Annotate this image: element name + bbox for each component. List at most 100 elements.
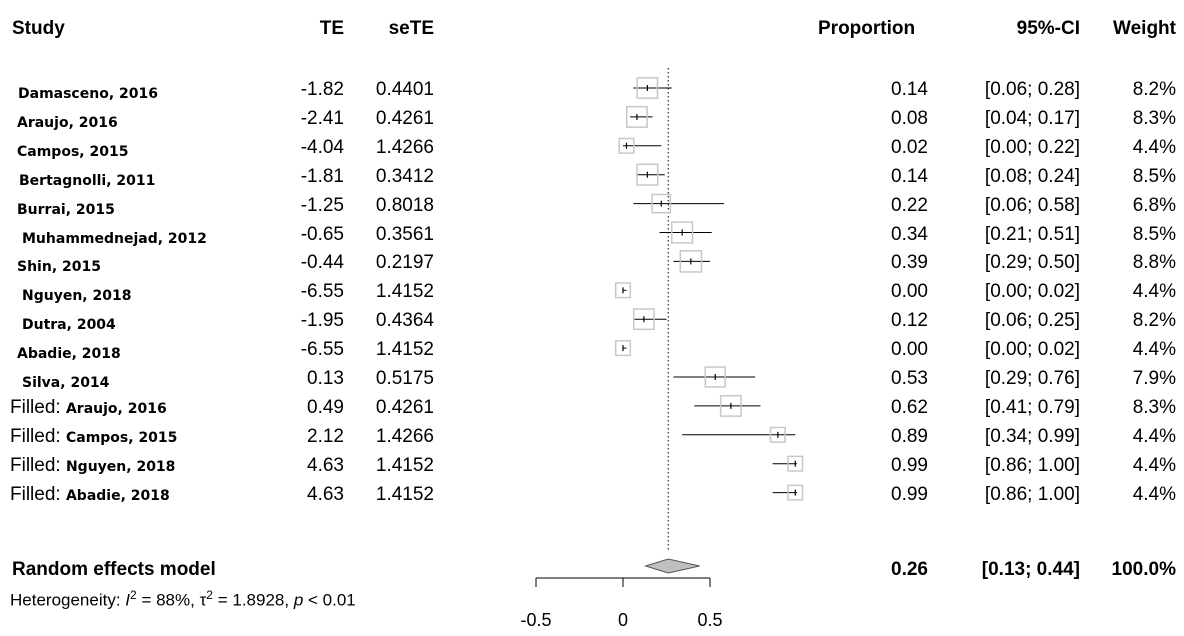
study-name: Burrai, 2015: [17, 201, 115, 218]
study-name-cell: Filled: Campos, 2015: [10, 427, 177, 446]
proportion-value: 0.22: [891, 194, 928, 216]
study-box: [651, 193, 672, 214]
study-name: Campos, 2015: [17, 143, 129, 160]
p-value: < 0.01: [303, 590, 356, 610]
sete-value: 0.3561: [375, 223, 434, 245]
te-value: -1.25: [300, 194, 344, 216]
ci-value: [0.04; 0.17]: [984, 107, 1080, 129]
te-value: -0.44: [300, 252, 344, 274]
te-value: -1.81: [300, 165, 344, 187]
x-tick-label: 0: [618, 610, 628, 630]
sete-value: 0.3412: [375, 165, 434, 187]
weight-value: 4.4%: [1132, 425, 1176, 447]
header-sete: seTE: [388, 18, 434, 39]
weight-value: 4.4%: [1132, 454, 1176, 476]
study-name: Abadie, 2018: [65, 487, 170, 504]
te-value: 2.12: [307, 425, 344, 447]
heterogeneity-label: Heterogeneity:: [10, 590, 126, 610]
ci-value: [0.34; 0.99]: [984, 425, 1080, 447]
proportion-value: 0.00: [891, 281, 928, 303]
p-symbol: p: [293, 590, 304, 610]
study-box: [636, 77, 659, 99]
study-name: Araujo, 2016: [17, 114, 118, 131]
study-box: [636, 163, 659, 186]
study-name-cell: Shin, 2015: [17, 256, 101, 275]
te-value: -6.55: [300, 281, 344, 303]
weight-value: 8.3%: [1132, 396, 1176, 418]
study-box: [614, 282, 632, 299]
tau2-symbol: τ: [199, 590, 207, 610]
study-name-cell: Burrai, 2015: [17, 199, 115, 218]
study-name: Damasceno, 2016: [18, 86, 158, 102]
study-name-cell: Filled: Araujo, 2016: [10, 398, 167, 417]
study-box: [614, 340, 632, 357]
study-name: Muhammednejad, 2012: [22, 230, 207, 247]
weight-value: 8.3%: [1132, 107, 1176, 129]
summary-diamond: [643, 558, 700, 574]
header-study: Study: [12, 18, 65, 39]
study-name: Dutra, 2004: [22, 317, 116, 334]
te-value: -4.04: [300, 136, 344, 158]
sete-value: 1.4152: [375, 281, 434, 303]
study-name-cell: Dutra, 2004: [22, 314, 116, 333]
weight-value: 4.4%: [1132, 281, 1176, 303]
summary-proportion: 0.26: [891, 559, 928, 580]
proportion-value: 0.89: [891, 425, 928, 447]
study-name-cell: Silva, 2014: [22, 372, 109, 391]
study-box: [769, 426, 786, 443]
ci-value: [0.41; 0.79]: [984, 396, 1080, 418]
summary-ci: [0.13; 0.44]: [981, 559, 1080, 580]
proportion-value: 0.62: [891, 396, 928, 418]
filled-prefix: Filled:: [10, 425, 66, 447]
study-name: Araujo, 2016: [65, 400, 167, 417]
weight-value: 8.5%: [1132, 165, 1176, 187]
filled-prefix: Filled:: [10, 396, 66, 418]
sete-value: 0.4401: [375, 79, 434, 100]
study-name: Nguyen, 2018: [22, 288, 132, 305]
weight-value: 4.4%: [1132, 136, 1176, 158]
weight-value: 8.8%: [1132, 252, 1176, 274]
ci-value: [0.00; 0.02]: [984, 281, 1080, 303]
study-name: Shin, 2015: [17, 259, 101, 276]
study-box: [625, 105, 648, 128]
weight-value: 6.8%: [1132, 194, 1176, 216]
proportion-value: 0.53: [891, 368, 928, 389]
sete-value: 0.5175: [375, 368, 434, 389]
x-tick-label: -0.5: [520, 610, 551, 630]
study-name-cell: Abadie, 2018: [17, 343, 121, 362]
proportion-value: 0.08: [891, 107, 928, 129]
header-weight: Weight: [1113, 18, 1176, 39]
te-value: 4.63: [307, 454, 344, 476]
proportion-value: 0.99: [891, 454, 928, 476]
sete-value: 0.4261: [375, 107, 434, 129]
te-value: -6.55: [300, 339, 344, 361]
study-name-cell: Filled: Abadie, 2018: [10, 485, 170, 504]
weight-value: 7.9%: [1132, 368, 1176, 389]
i2-value: = 88%,: [136, 590, 200, 610]
study-name-cell: Muhammednejad, 2012: [22, 228, 207, 247]
study-box: [704, 366, 726, 388]
ci-value: [0.29; 0.50]: [984, 252, 1080, 274]
sete-value: 0.4261: [375, 396, 434, 418]
header-proportion: Proportion: [818, 18, 916, 39]
proportion-value: 0.12: [891, 310, 928, 332]
sete-value: 1.4152: [375, 483, 434, 505]
te-value: -1.95: [300, 310, 344, 332]
sete-value: 0.4364: [375, 310, 434, 332]
header-ci: 95%-CI: [1016, 18, 1080, 39]
study-name-cell: Damasceno, 2016: [18, 83, 158, 102]
study-name: Nguyen, 2018: [65, 458, 176, 475]
ci-value: [0.00; 0.02]: [984, 339, 1080, 361]
filled-prefix: Filled:: [10, 454, 66, 476]
sete-value: 1.4152: [375, 339, 434, 361]
ci-value: [0.86; 1.00]: [984, 483, 1080, 505]
filled-prefix: Filled:: [10, 483, 66, 505]
proportion-value: 0.99: [891, 483, 928, 505]
proportion-value: 0.02: [891, 136, 928, 158]
ci-value: [0.06; 0.28]: [984, 79, 1080, 100]
ci-value: [0.06; 0.58]: [984, 194, 1080, 216]
sete-value: 1.4266: [375, 425, 434, 447]
ci-value: [0.06; 0.25]: [984, 310, 1080, 332]
